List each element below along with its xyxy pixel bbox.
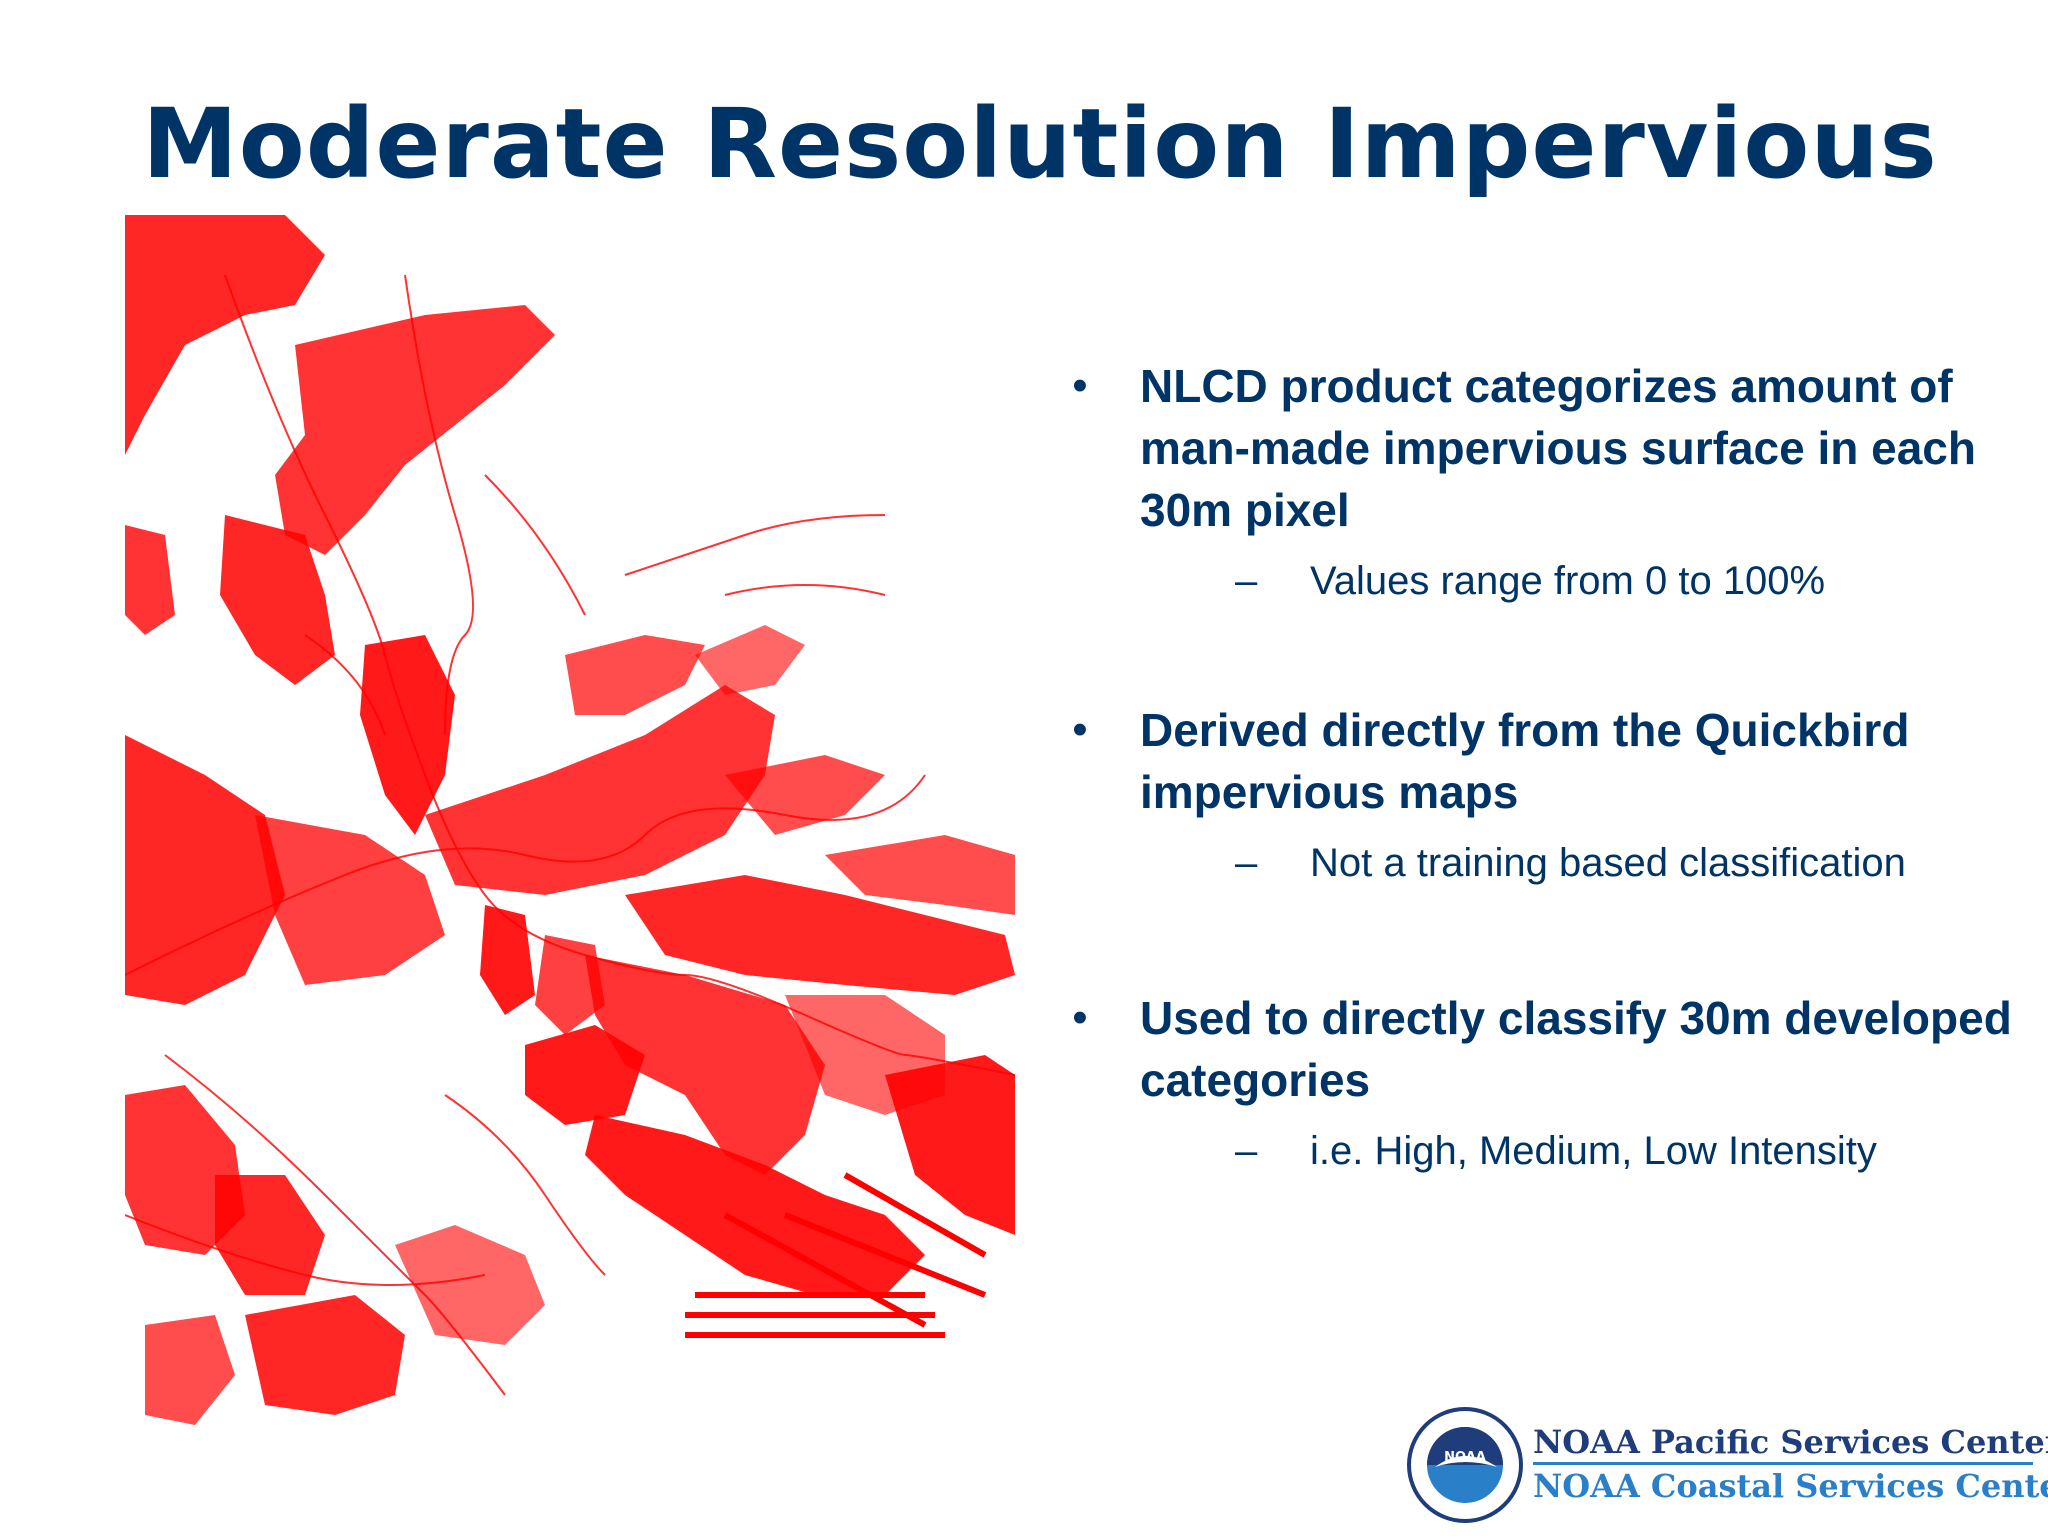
urban-area [395, 1225, 545, 1345]
bullet-item: • NLCD product categorizes amount of man… [1060, 355, 2020, 609]
bullet-item: • Used to directly classify 30m develope… [1060, 987, 2020, 1179]
sub-bullet-text: Not a training based classification [1310, 841, 1906, 885]
urban-area [825, 835, 1015, 915]
slide-title: Moderate Resolution Impervious [142, 88, 1938, 200]
urban-area [360, 635, 455, 835]
noaa-logo: NOAA NOAA Pacific Services Center NOAA C… [1405, 1405, 2048, 1525]
urban-area [425, 685, 775, 895]
urban-area [125, 735, 285, 1005]
road [404, 274, 474, 736]
urban-area [215, 1175, 325, 1295]
sub-bullet-text: Values range from 0 to 100% [1310, 559, 1826, 603]
urban-area [220, 515, 335, 685]
road [125, 774, 926, 976]
bullet-text: NLCD product categorizes amount of man-m… [1140, 360, 1976, 536]
sub-bullet-item: – Not a training based classification [1140, 835, 2020, 891]
sub-bullet-item: – i.e. High, Medium, Low Intensity [1140, 1123, 2020, 1179]
bullet-marker: • [1072, 361, 1088, 410]
road [484, 474, 586, 616]
bullet-item: • Derived directly from the Quickbird im… [1060, 699, 2020, 891]
urban-area [480, 905, 535, 1015]
urban-area [625, 875, 1015, 995]
urban-area [145, 1315, 235, 1425]
urban-area [565, 635, 705, 715]
road [444, 1094, 606, 1276]
sub-bullet-marker: – [1235, 1129, 1258, 1173]
bullet-text: Used to directly classify 30m developed … [1140, 992, 2012, 1106]
road [224, 274, 1015, 1076]
urban-area [585, 1115, 925, 1295]
logo-rule [1533, 1462, 2033, 1465]
runway [723, 1212, 927, 1328]
noaa-seal-text: NOAA [1444, 1450, 1486, 1465]
logo-line-pacific: NOAA Pacific Services Center [1533, 1423, 2048, 1461]
bullet-marker: • [1072, 705, 1088, 754]
urban-area [245, 1295, 405, 1415]
road [164, 1054, 506, 1396]
urban-area [725, 755, 885, 835]
road [125, 1214, 486, 1286]
sub-bullet-marker: – [1235, 559, 1258, 603]
noaa-seal-icon: NOAA [1407, 1407, 1523, 1523]
urban-area [525, 1025, 645, 1125]
urban-area [535, 935, 605, 1035]
urban-area [275, 305, 555, 555]
bullet-marker: • [1072, 993, 1088, 1042]
sub-bullet-marker: – [1235, 841, 1258, 885]
logo-line-coastal: NOAA Coastal Services Center [1533, 1467, 2048, 1505]
urban-area [785, 995, 945, 1115]
bullet-text: Derived directly from the Quickbird impe… [1140, 704, 1910, 818]
runway [843, 1172, 987, 1258]
urban-area [695, 625, 805, 695]
urban-area [125, 525, 175, 635]
urban-area [585, 955, 825, 1175]
bullet-list: • NLCD product categorizes amount of man… [1060, 355, 2020, 1179]
road [624, 514, 886, 576]
impervious-surface-map [125, 215, 1015, 1425]
road [724, 584, 886, 596]
urban-area [125, 215, 325, 455]
sub-bullet-text: i.e. High, Medium, Low Intensity [1310, 1129, 1877, 1173]
road [304, 634, 386, 736]
runway [783, 1212, 987, 1298]
sub-bullet-item: – Values range from 0 to 100% [1140, 553, 2020, 609]
